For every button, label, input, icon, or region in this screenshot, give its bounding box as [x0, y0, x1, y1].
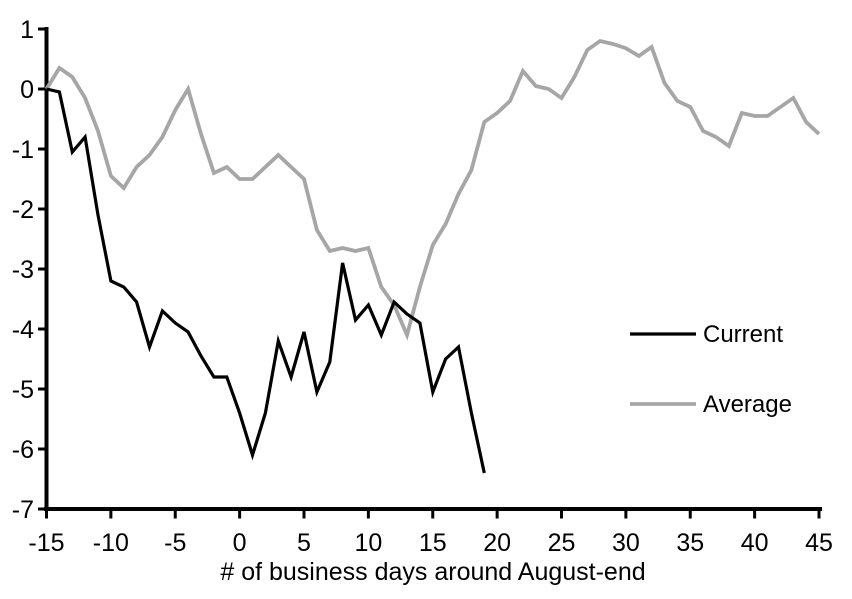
x-tick-label: 25 [548, 529, 576, 557]
x-tick-label: 35 [676, 529, 704, 557]
y-tick-label: -6 [12, 436, 34, 464]
y-tick-label: 0 [20, 76, 34, 104]
y-tick-label: -4 [12, 316, 34, 344]
x-tick-label: 5 [297, 529, 311, 557]
x-tick-label: 0 [233, 529, 247, 557]
x-axis-title: # of business days around August-end [220, 558, 645, 586]
y-tick-label: -1 [12, 136, 34, 164]
x-tick-label: 10 [354, 529, 382, 557]
series-line-current [46, 87, 486, 474]
y-tick-label: -5 [12, 376, 34, 404]
y-tick-label: -3 [12, 256, 34, 284]
legend: Current Average [630, 321, 792, 418]
x-tick-label: 15 [419, 529, 447, 557]
x-tick-label: -15 [28, 529, 64, 557]
legend-current-label: Current [703, 321, 783, 348]
x-tick-label: -5 [164, 529, 186, 557]
x-tick-label: -10 [93, 529, 129, 557]
x-tick-label: 20 [483, 529, 511, 557]
y-tick-label: -2 [12, 196, 34, 224]
plot-area: 10-1-2-3-4-5-6-7-15 -10 -5 0 5 10 15 20 25 30 35 40… [12, 16, 833, 557]
series-line-average [44, 38, 821, 341]
x-tick-label: 30 [612, 529, 640, 557]
y-tick-label: -7 [12, 496, 34, 524]
x-tick-label: 40 [741, 529, 769, 557]
y-tick-label: 1 [20, 16, 34, 44]
x-tick-label: 45 [805, 529, 833, 557]
legend-average-label: Average [703, 391, 792, 418]
